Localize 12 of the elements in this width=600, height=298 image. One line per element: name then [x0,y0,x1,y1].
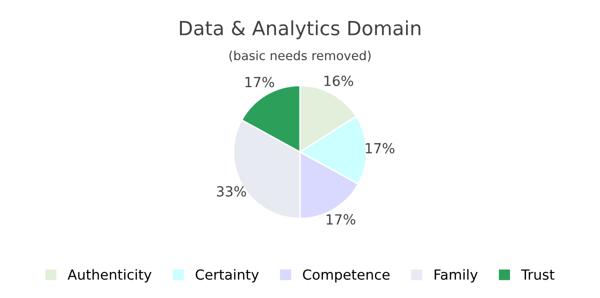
data-label: 17% [326,214,356,225]
legend-label: Competence [302,269,390,283]
legend-label: Authenticity [68,269,152,283]
legend-label: Trust [521,270,554,280]
chart-subtitle: (basic needs removed) [229,50,371,62]
data-label: 17% [245,76,274,88]
data-label: 16% [324,76,354,86]
legend-label: Family [434,269,478,283]
data-label: 33% [216,186,246,197]
legend-label: Certainty [196,269,259,283]
chart-title: Data & Analytics Domain [180,20,420,40]
data-label: 17% [366,143,394,154]
